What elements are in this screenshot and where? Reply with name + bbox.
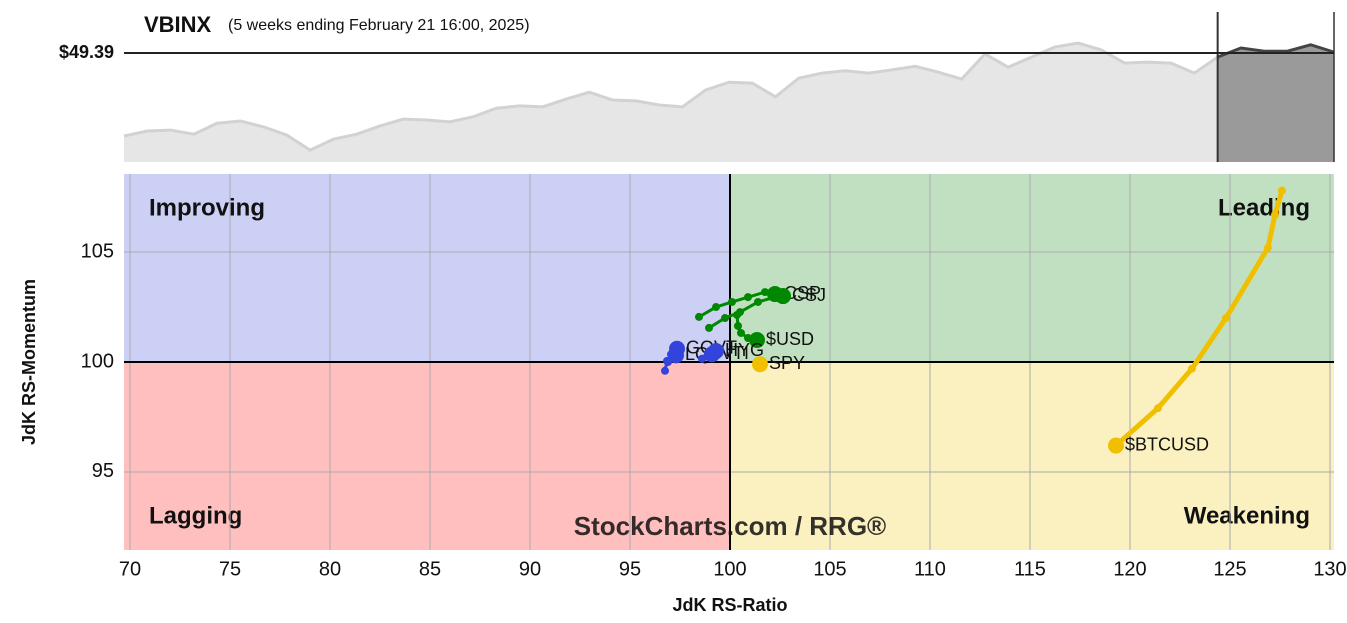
x-tick-label: 115 bbox=[1014, 558, 1046, 580]
tail-point bbox=[733, 310, 741, 319]
x-tick-label: 100 bbox=[713, 558, 746, 580]
tail-point bbox=[712, 303, 720, 312]
tail-point bbox=[1188, 364, 1196, 373]
tail-point bbox=[1264, 243, 1272, 252]
x-tick-label: 110 bbox=[914, 558, 946, 580]
head-point bbox=[668, 347, 684, 364]
y-axis-title: JdK RS-Momentum bbox=[19, 279, 39, 445]
y-tick-label: 95 bbox=[92, 460, 114, 482]
tail-point bbox=[1271, 210, 1279, 219]
tail-point bbox=[661, 366, 669, 375]
tail-point bbox=[1222, 314, 1230, 323]
series-label: $USD bbox=[766, 329, 814, 349]
tail-point bbox=[744, 293, 752, 302]
series-label: SPY bbox=[769, 353, 805, 373]
x-tick-label: 85 bbox=[419, 558, 441, 580]
price-line bbox=[123, 41, 1335, 152]
series-label: HYG bbox=[725, 340, 764, 360]
x-tick-label: 130 bbox=[1313, 558, 1346, 580]
quadrant-label: Leading bbox=[1218, 194, 1310, 221]
x-tick-label: 105 bbox=[813, 558, 846, 580]
tail-point bbox=[734, 321, 742, 330]
quadrant bbox=[124, 362, 730, 550]
quadrant-label: Weakening bbox=[1184, 502, 1310, 529]
head-point bbox=[708, 343, 724, 360]
subtitle: (5 weeks ending February 21 16:00, 2025) bbox=[228, 17, 530, 34]
quadrant bbox=[124, 174, 730, 362]
quadrant bbox=[730, 174, 1334, 362]
x-tick-label: 75 bbox=[219, 558, 241, 580]
series-label: CSJ bbox=[792, 285, 826, 305]
x-tick-label: 95 bbox=[619, 558, 641, 580]
price-area bbox=[124, 43, 1334, 163]
tail-point bbox=[728, 297, 736, 306]
price-label: $49.39 bbox=[59, 42, 114, 62]
quadrant bbox=[730, 362, 1334, 550]
x-tick-label: 125 bbox=[1213, 558, 1246, 580]
window-line bbox=[1217, 43, 1335, 59]
x-tick-label: 120 bbox=[1113, 558, 1146, 580]
tail-point bbox=[1278, 186, 1286, 195]
tail-point bbox=[754, 297, 762, 306]
quadrant-label: Improving bbox=[149, 194, 265, 221]
tail-point bbox=[721, 314, 729, 323]
quadrant-label: Lagging bbox=[149, 502, 242, 529]
window-area bbox=[1217, 44, 1334, 162]
y-tick-label: 100 bbox=[81, 350, 114, 372]
y-tick-label: 105 bbox=[81, 240, 114, 262]
tail-point bbox=[737, 328, 745, 337]
tail-point bbox=[695, 312, 703, 321]
head-point bbox=[1108, 437, 1124, 454]
x-axis-title: JdK RS-Ratio bbox=[672, 595, 787, 615]
head-point bbox=[752, 356, 768, 373]
x-tick-label: 80 bbox=[319, 558, 341, 580]
watermark: StockCharts.com / RRG® bbox=[574, 511, 886, 541]
tail-point bbox=[761, 288, 769, 297]
x-tick-label: 90 bbox=[519, 558, 541, 580]
tail-point bbox=[1154, 404, 1162, 413]
series-label: CSP bbox=[784, 283, 821, 303]
head-point bbox=[775, 288, 791, 305]
tail-point bbox=[705, 323, 713, 332]
series-label: VTI bbox=[721, 343, 749, 363]
head-point bbox=[749, 332, 765, 349]
x-tick-label: 70 bbox=[119, 558, 141, 580]
ticker: VBINX bbox=[144, 12, 212, 37]
series-label: $BTCUSD bbox=[1125, 434, 1209, 454]
